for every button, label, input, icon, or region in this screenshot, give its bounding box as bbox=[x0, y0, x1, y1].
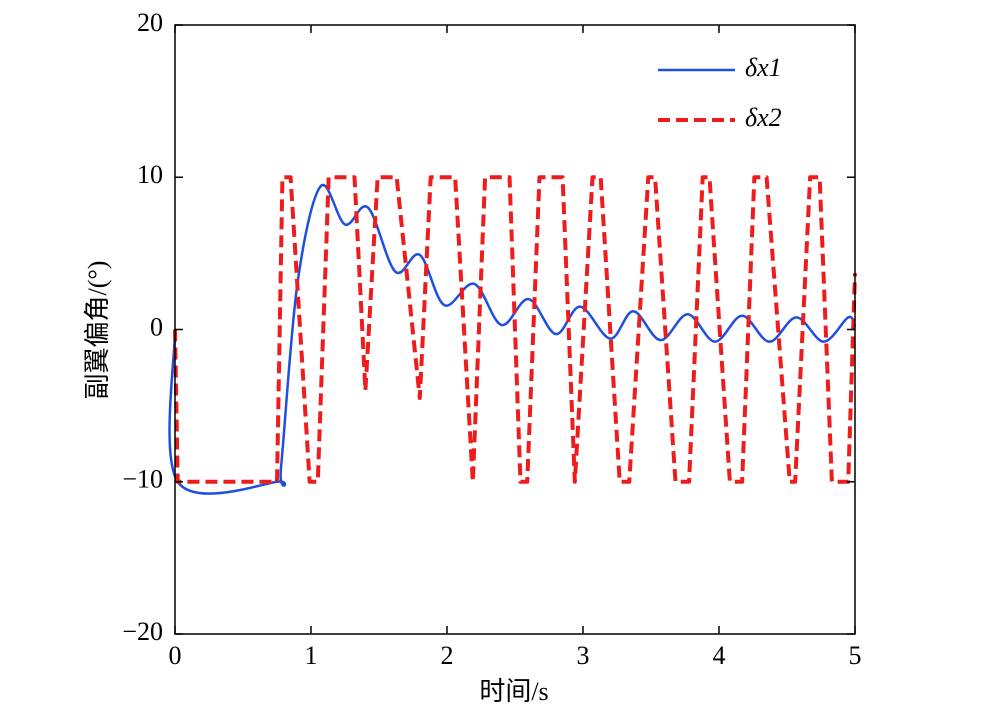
x-tick-label: 2 bbox=[441, 641, 454, 670]
x-axis-label: 时间/s bbox=[479, 677, 548, 706]
x-tick-label: 4 bbox=[713, 641, 726, 670]
y-tick-label: 10 bbox=[137, 160, 163, 189]
y-tick-label: −20 bbox=[122, 617, 163, 646]
x-tick-label: 1 bbox=[305, 641, 318, 670]
legend-label: δx2 bbox=[745, 103, 782, 132]
series-line bbox=[173, 175, 857, 484]
y-tick-label: −10 bbox=[122, 465, 163, 494]
y-axis-label: 副翼偏角/(°) bbox=[83, 261, 112, 400]
x-tick-label: 3 bbox=[577, 641, 590, 670]
legend-label: δx1 bbox=[745, 53, 782, 82]
x-tick-label: 0 bbox=[169, 641, 182, 670]
x-tick-label: 5 bbox=[849, 641, 862, 670]
y-tick-label: 0 bbox=[150, 312, 163, 341]
y-tick-label: 20 bbox=[137, 8, 163, 37]
